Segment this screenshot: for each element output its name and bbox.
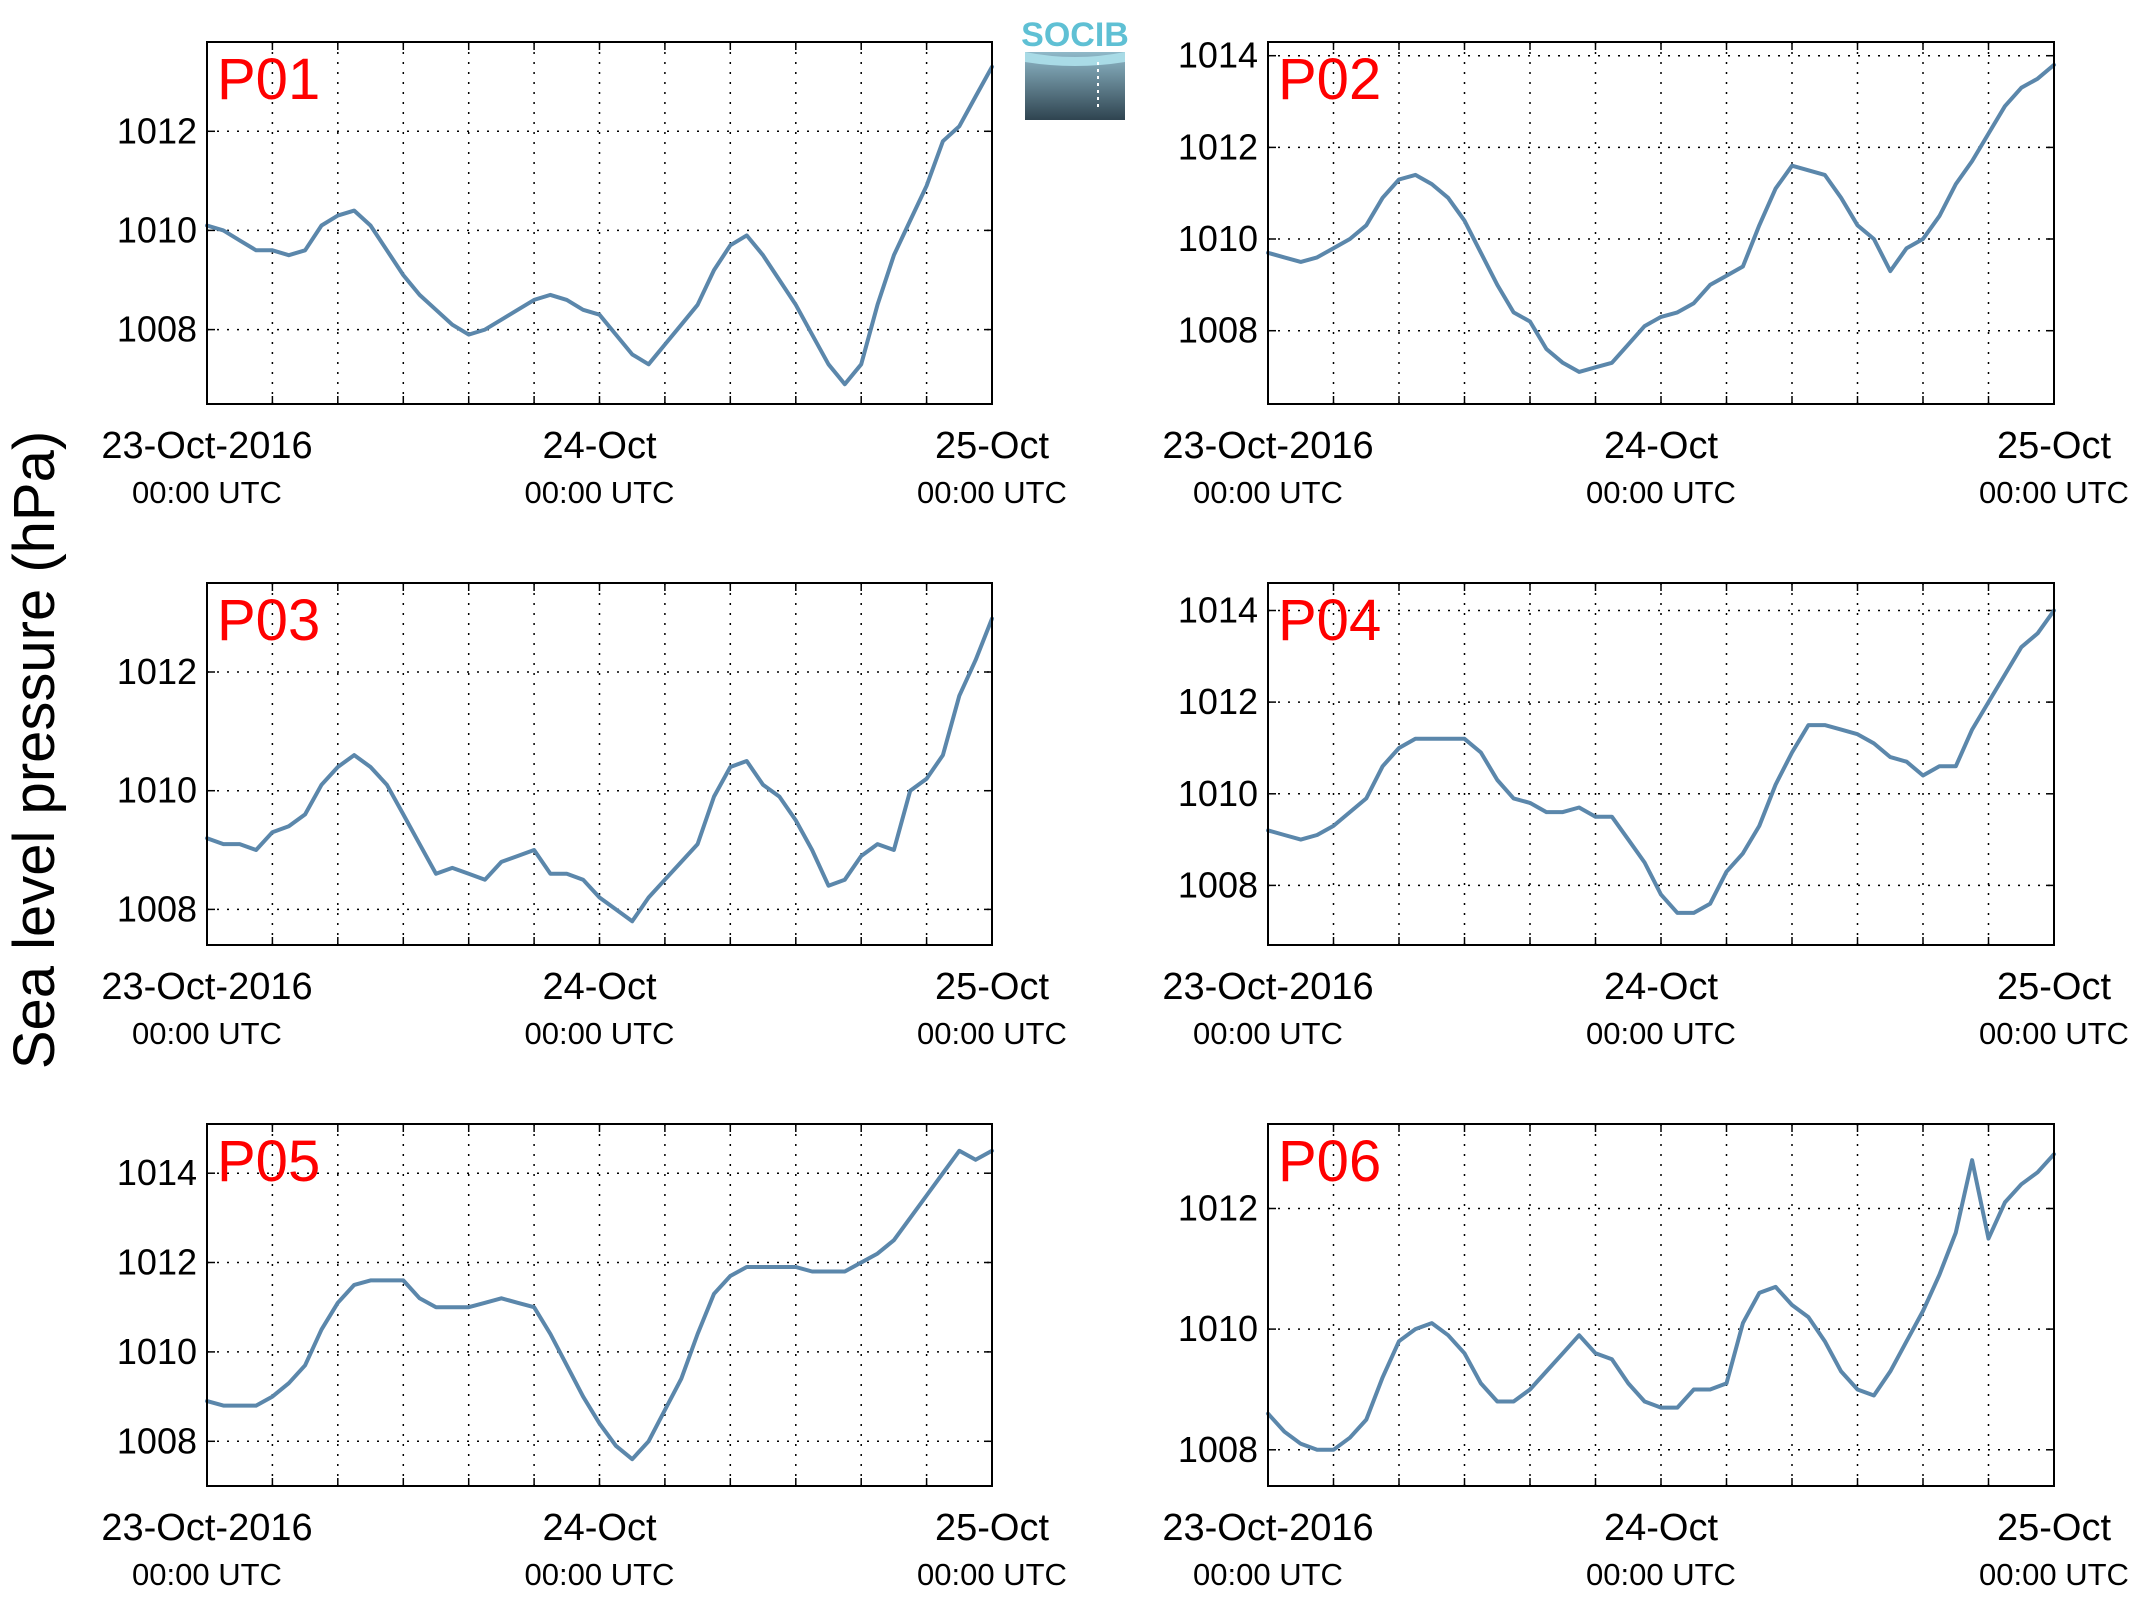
y-tick-label: 1008 xyxy=(117,1420,197,1461)
y-tick-label: 1010 xyxy=(1178,218,1258,259)
y-tick-label: 1012 xyxy=(1178,126,1258,167)
axes-frame xyxy=(206,582,993,946)
y-tick-label: 1012 xyxy=(117,1242,197,1283)
x-tick-sublabel: 00:00 UTC xyxy=(525,475,675,510)
x-tick-label: 24-Oct xyxy=(1604,1507,1718,1549)
y-tick-label: 1014 xyxy=(117,1152,197,1193)
x-tick-label: 24-Oct xyxy=(542,1507,656,1549)
x-tick-label: 23-Oct-2016 xyxy=(1162,1507,1373,1549)
x-tick-label: 25-Oct xyxy=(935,966,1049,1008)
x-tick-label: 23-Oct-2016 xyxy=(101,966,312,1008)
socib-logo: SOCIB xyxy=(1021,16,1129,120)
axes-frame xyxy=(1267,41,2055,405)
x-tick-sublabel: 00:00 UTC xyxy=(525,1016,675,1051)
panel-p06: 1008 1010 1012 23-Oct-2016 00:00 UTC 24-Oct 00… xyxy=(1162,1123,2129,1592)
x-tick-label: 24-Oct xyxy=(542,966,656,1008)
x-tick-label: 25-Oct xyxy=(1997,425,2111,467)
axes-frame xyxy=(1267,582,2055,946)
x-tick-label: 23-Oct-2016 xyxy=(101,1507,312,1549)
x-tick-sublabel: 00:00 UTC xyxy=(1979,1016,2129,1051)
axes-frame xyxy=(206,1123,993,1487)
panel-label: P02 xyxy=(1278,47,1381,112)
series-line-p02 xyxy=(1266,62,2056,374)
y-tick-label: 1008 xyxy=(1178,1429,1258,1470)
panel-label: P04 xyxy=(1278,588,1381,653)
y-tick-label: 1010 xyxy=(117,1331,197,1372)
x-tick-label: 25-Oct xyxy=(1997,966,2111,1008)
x-tick-label: 24-Oct xyxy=(1604,966,1718,1008)
x-tick-sublabel: 00:00 UTC xyxy=(1979,1557,2129,1592)
x-tick-label: 25-Oct xyxy=(935,425,1049,467)
panel-label: P05 xyxy=(217,1129,320,1194)
y-axis-label: Sea level pressure (hPa) xyxy=(2,431,67,1069)
y-tick-label: 1008 xyxy=(117,888,197,929)
axes-frame xyxy=(206,41,993,405)
x-tick-sublabel: 00:00 UTC xyxy=(132,1557,282,1592)
x-tick-sublabel: 00:00 UTC xyxy=(132,1016,282,1051)
y-tick-label: 1008 xyxy=(117,309,197,350)
series-line-p04 xyxy=(1266,608,2056,915)
x-tick-label: 24-Oct xyxy=(542,425,656,467)
x-tick-sublabel: 00:00 UTC xyxy=(1979,475,2129,510)
x-tick-label: 23-Oct-2016 xyxy=(1162,966,1373,1008)
y-tick-label: 1010 xyxy=(1178,1308,1258,1349)
panels-group: 1008 1010 1012 23-Oct-2016 00:00 UTC 24-Oct 00… xyxy=(101,35,2129,1592)
x-tick-sublabel: 00:00 UTC xyxy=(1193,1016,1343,1051)
y-tick-label: 1014 xyxy=(1178,590,1258,631)
y-tick-label: 1012 xyxy=(1178,1188,1258,1229)
x-tick-label: 25-Oct xyxy=(1997,1507,2111,1549)
panel-p05: 1008 1010 1012 1014 23-Oct-2016 00:00 UTC 24-O… xyxy=(101,1123,1067,1592)
axes-frame xyxy=(1267,1123,2055,1487)
panel-label: P03 xyxy=(217,588,320,653)
panel-label: P01 xyxy=(217,47,320,112)
y-tick-label: 1010 xyxy=(117,770,197,811)
series-line-p03 xyxy=(205,616,994,924)
y-tick-label: 1012 xyxy=(117,651,197,692)
panel-p02: 1008 1010 1012 1014 23-Oct-2016 00:00 UTC 24-O… xyxy=(1162,35,2129,510)
x-tick-sublabel: 00:00 UTC xyxy=(525,1557,675,1592)
panel-p04: 1008 1010 1012 1014 23-Oct-2016 00:00 UTC 24-O… xyxy=(1162,582,2129,1051)
series-line-p06 xyxy=(1266,1152,2056,1452)
y-tick-label: 1014 xyxy=(1178,35,1258,76)
panel-p03: 1008 1010 1012 23-Oct-2016 00:00 UTC 24-Oct 00… xyxy=(101,582,1067,1051)
y-tick-label: 1010 xyxy=(1178,773,1258,814)
x-tick-label: 25-Oct xyxy=(935,1507,1049,1549)
y-tick-label: 1008 xyxy=(1178,864,1258,905)
panel-p01: 1008 1010 1012 23-Oct-2016 00:00 UTC 24-Oct 00… xyxy=(101,41,1067,510)
x-tick-sublabel: 00:00 UTC xyxy=(917,1557,1067,1592)
y-tick-label: 1010 xyxy=(117,209,197,250)
panel-label: P06 xyxy=(1278,1129,1381,1194)
x-tick-sublabel: 00:00 UTC xyxy=(1193,475,1343,510)
x-tick-sublabel: 00:00 UTC xyxy=(1586,1016,1736,1051)
x-tick-sublabel: 00:00 UTC xyxy=(132,475,282,510)
series-line-p05 xyxy=(205,1148,994,1462)
x-tick-sublabel: 00:00 UTC xyxy=(917,1016,1067,1051)
y-tick-label: 1012 xyxy=(1178,681,1258,722)
x-tick-sublabel: 00:00 UTC xyxy=(1586,1557,1736,1592)
x-tick-sublabel: 00:00 UTC xyxy=(1586,475,1736,510)
x-tick-label: 23-Oct-2016 xyxy=(1162,425,1373,467)
logo-text: SOCIB xyxy=(1021,16,1129,54)
x-tick-sublabel: 00:00 UTC xyxy=(917,475,1067,510)
x-tick-label: 23-Oct-2016 xyxy=(101,425,312,467)
series-line-p01 xyxy=(205,64,994,387)
y-tick-label: 1012 xyxy=(117,110,197,151)
x-tick-sublabel: 00:00 UTC xyxy=(1193,1557,1343,1592)
y-tick-label: 1008 xyxy=(1178,310,1258,351)
x-tick-label: 24-Oct xyxy=(1604,425,1718,467)
